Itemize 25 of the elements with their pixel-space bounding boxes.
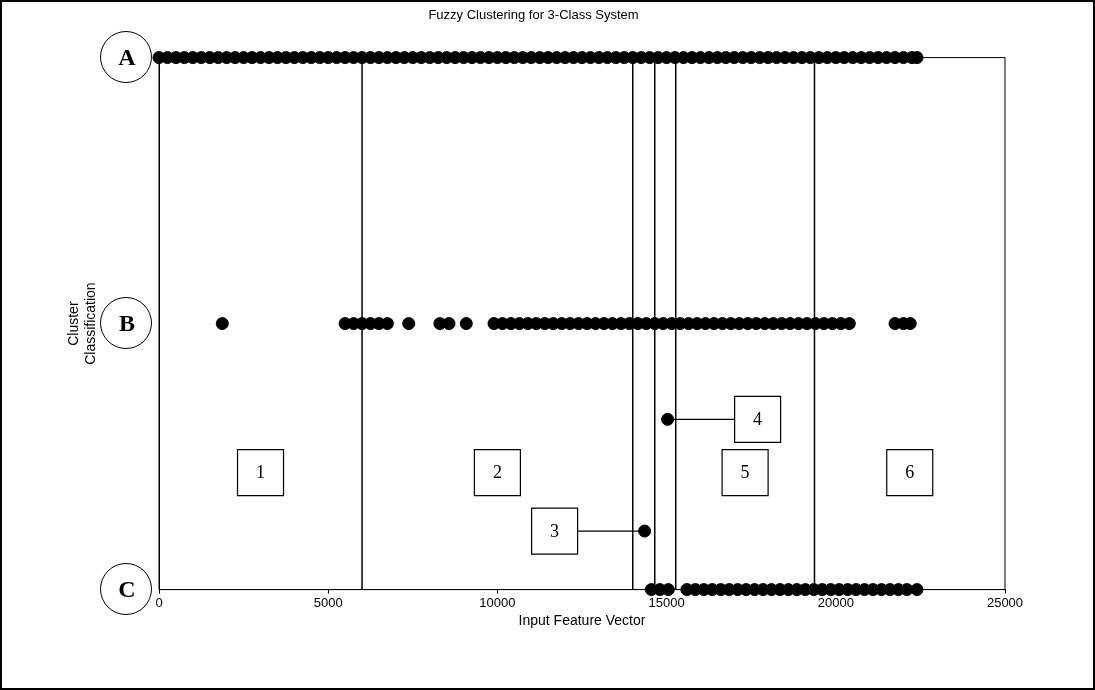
x-tick-label: 15000 <box>648 594 685 610</box>
point <box>459 317 473 331</box>
point <box>442 317 456 331</box>
annotation: 6 <box>905 462 915 483</box>
chart-title: Fuzzy Clustering for 3-Class System <box>428 7 639 23</box>
x-axis-title: Input Feature Vector <box>518 612 646 629</box>
x-tick-label: 20000 <box>817 594 854 610</box>
text: B <box>118 309 136 336</box>
annotation: 2 <box>492 462 502 483</box>
y-axis-title: Cluster Classification <box>65 282 99 365</box>
x-tick-label: 25000 <box>986 594 1024 610</box>
x-tick-label: 10000 <box>479 594 516 610</box>
x-tick-label: 5000 <box>313 594 343 610</box>
annotation: 1 <box>256 462 266 483</box>
text: C <box>118 575 136 602</box>
point <box>910 583 924 597</box>
annotation: 5 <box>740 462 750 483</box>
text: A <box>118 43 137 70</box>
point <box>661 412 675 426</box>
point <box>402 317 416 331</box>
point <box>638 524 652 538</box>
x-tick-label: 0 <box>155 594 163 610</box>
annotation: 3 <box>550 520 560 541</box>
annotation: 4 <box>753 409 763 430</box>
point <box>215 317 229 331</box>
